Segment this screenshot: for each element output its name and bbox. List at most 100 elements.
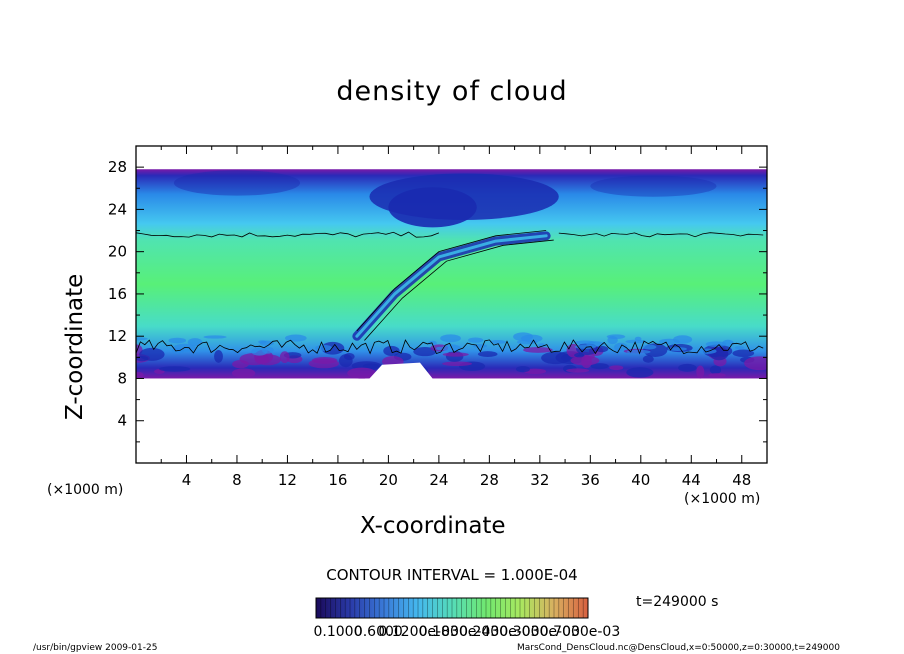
- base-mixing-cell: [203, 335, 227, 339]
- base-mixing-cell: [606, 334, 626, 340]
- base-turbulence-cell: [541, 351, 571, 365]
- base-turbulence-cell: [574, 352, 585, 358]
- plot-frame: [135, 145, 768, 464]
- base-turbulence-cell: [732, 349, 755, 358]
- colorbar-tick-label: 0.1000: [314, 624, 363, 640]
- base-turbulence-cell: [570, 355, 600, 366]
- base-mixing-cell: [284, 334, 307, 342]
- colorbar-tick-label: 0.2400e-03: [459, 624, 539, 640]
- base-turbulence-cell: [515, 366, 530, 373]
- base-turbulence-cell: [136, 356, 149, 362]
- cloud-free-gap: [369, 362, 433, 379]
- y-tick-label: 28: [108, 158, 127, 176]
- footer-left: /usr/bin/gpview 2009-01-25: [33, 643, 158, 653]
- contour-lower: [136, 339, 764, 355]
- base-mixing-cell: [668, 347, 687, 351]
- base-turbulence-cell: [311, 356, 338, 364]
- base-turbulence-cell: [678, 363, 697, 372]
- base-turbulence-cell: [442, 352, 469, 357]
- chart-title: density of cloud: [336, 76, 568, 107]
- x-tick-label: 4: [182, 471, 192, 489]
- time-label: t=249000 s: [636, 594, 719, 610]
- base-turbulence-cell: [347, 367, 377, 379]
- base-mixing-cell: [440, 334, 461, 343]
- base-turbulence-cell: [343, 352, 355, 361]
- base-mixing-cell: [489, 339, 507, 344]
- base-mixing-cell: [520, 334, 543, 343]
- colorbar-tick-label: 0.7000e-03: [540, 624, 620, 640]
- x-tick-label: 36: [581, 471, 600, 489]
- base-mixing-cell: [261, 346, 274, 354]
- base-turbulence-cell: [566, 368, 590, 373]
- colorbar-tick-label: 0.1800e-03: [419, 624, 499, 640]
- base-mixing-cell: [538, 343, 545, 348]
- base-mixing-cell: [642, 344, 657, 350]
- y-tick-label: 8: [117, 369, 127, 387]
- upper-right-eddy: [590, 175, 717, 197]
- base-turbulence-cell: [279, 351, 290, 364]
- y-axis-label: Z-coordinate: [62, 273, 88, 420]
- base-turbulence-cell: [696, 365, 705, 379]
- base-mixing-cell: [441, 344, 461, 352]
- base-mixing-cell: [634, 336, 642, 342]
- y-tick-label: 20: [108, 243, 127, 261]
- plume-cap: [388, 187, 477, 228]
- base-turbulence-cell: [744, 356, 767, 371]
- x-tick-label: 32: [530, 471, 549, 489]
- base-turbulence-cell: [442, 361, 472, 366]
- base-turbulence-cell: [523, 347, 553, 353]
- base-mixing-cell: [259, 340, 275, 346]
- colorbar-tick-label: 0.6000: [354, 624, 403, 640]
- base-mixing-cell: [168, 337, 187, 344]
- base-mixing-cell: [136, 337, 148, 341]
- x-tick-label: 8: [232, 471, 242, 489]
- x-tick-label: 24: [429, 471, 448, 489]
- base-turbulence-cell: [708, 373, 726, 378]
- base-mixing-cell: [625, 339, 646, 344]
- x-tick-label: 20: [379, 471, 398, 489]
- base-mixing-cell: [574, 344, 597, 349]
- x-tick-label: 28: [480, 471, 499, 489]
- rising-plume-core: [355, 234, 548, 338]
- contour-upper-right: [558, 232, 764, 238]
- base-mixing-cell: [722, 339, 734, 347]
- base-turbulence-cell: [136, 371, 144, 379]
- base-turbulence-cell: [477, 351, 498, 358]
- base-mixing-cell: [705, 341, 727, 347]
- base-mixing-cell: [574, 340, 596, 345]
- colorbar-tick-label: 0.3000e-03: [499, 624, 579, 640]
- base-mixing-cell: [467, 337, 484, 343]
- contour-plume-upper: [356, 230, 547, 332]
- x-tick-label: 48: [732, 471, 751, 489]
- x-axis-label: X-coordinate: [360, 513, 506, 539]
- colorbar-tick-label: 0.1200e-03: [378, 624, 458, 640]
- base-turbulence-cell: [590, 363, 609, 370]
- y-tick-label: 12: [108, 327, 127, 345]
- upper-left-eddy: [173, 170, 301, 196]
- base-mixing-cell: [734, 346, 745, 350]
- footer-right: MarsCond_DensCloud.nc@DensCloud,x=0:5000…: [517, 643, 840, 653]
- y-tick-label: 24: [108, 200, 127, 218]
- y-tick-label: 4: [117, 412, 127, 430]
- base-turbulence-cell: [231, 368, 256, 378]
- base-turbulence-cell: [626, 367, 654, 378]
- y-axis-unit: (×1000 m): [47, 482, 124, 498]
- x-tick-label: 44: [682, 471, 701, 489]
- contour-upper-left: [136, 231, 440, 238]
- x-tick-label: 12: [278, 471, 297, 489]
- base-turbulence-cell: [239, 353, 270, 366]
- base-turbulence-cell: [642, 355, 654, 363]
- base-turbulence-cell: [413, 347, 437, 357]
- x-axis-unit: (×1000 m): [684, 491, 761, 507]
- base-turbulence-cell: [595, 345, 609, 353]
- contour-plume-lower: [364, 239, 554, 341]
- y-tick-label: 16: [108, 285, 127, 303]
- base-turbulence-cell: [158, 366, 191, 372]
- contour-interval-label: CONTOUR INTERVAL = 1.000E-04: [326, 566, 578, 584]
- base-turbulence-cell: [709, 365, 722, 375]
- x-tick-label: 16: [328, 471, 347, 489]
- base-turbulence-cell: [214, 349, 223, 363]
- x-tick-label: 40: [631, 471, 650, 489]
